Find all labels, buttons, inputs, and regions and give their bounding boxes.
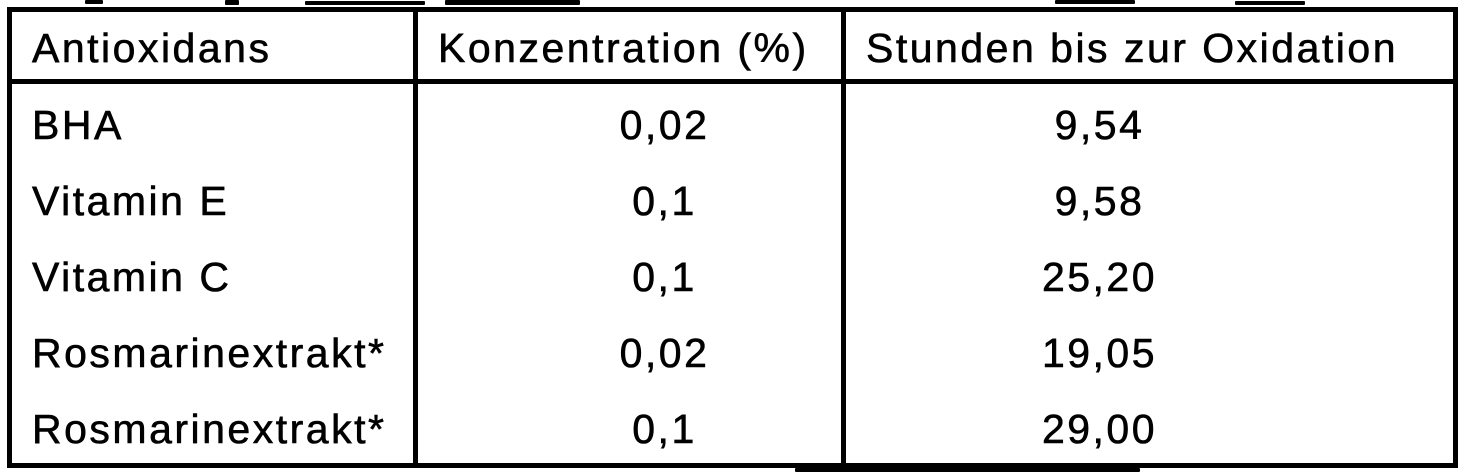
hours-value: 25,20 <box>1041 253 1158 301</box>
hours-value: 9,58 <box>1054 178 1145 225</box>
table-row-1-antioxidant: BHA <box>12 84 418 160</box>
table-row-1-concentration: 0,02 <box>418 84 846 160</box>
column-header-label: Antioxidans <box>32 25 272 72</box>
scan-artifact <box>305 1 425 5</box>
concentration-value: 0,1 <box>632 405 697 452</box>
antioxidant-name: Rosmarinextrakt* <box>32 329 387 376</box>
column-header-label: Stunden bis zur Oxidation <box>866 25 1398 72</box>
scan-artifact <box>225 0 239 5</box>
hours-value: 29,00 <box>1041 405 1158 452</box>
scan-artifact <box>1055 0 1135 4</box>
table-row-2-concentration: 0,1 <box>418 159 846 236</box>
concentration-value: 0,1 <box>632 253 697 301</box>
hours-value: 19,05 <box>1041 329 1158 376</box>
antioxidant-name: Vitamin E <box>32 178 230 225</box>
column-header-label: Konzentration (%) <box>438 25 809 72</box>
table-row-4-concentration: 0,02 <box>418 311 846 388</box>
scan-artifact <box>795 468 1140 472</box>
table-row-5-concentration: 0,1 <box>418 387 846 463</box>
header-cell-konzentration: Konzentration (%) <box>418 12 846 84</box>
table-row-4-hours: 19,05 <box>846 311 1453 387</box>
antioxidant-name: Vitamin C <box>32 253 232 301</box>
hours-value: 9,54 <box>1054 102 1145 149</box>
table-row-5-hours: 29,00 <box>846 387 1453 463</box>
table-row-3-antioxidant: Vitamin C <box>12 235 418 312</box>
scan-artifact <box>445 0 580 5</box>
header-cell-stunden: Stunden bis zur Oxidation <box>846 12 1453 84</box>
concentration-value: 0,1 <box>632 178 697 225</box>
table-row-3-hours: 25,20 <box>846 236 1453 312</box>
scan-artifact <box>1235 1 1305 5</box>
table-row-5-antioxidant: Rosmarinextrakt* <box>12 387 418 463</box>
table-row-2-antioxidant: Vitamin E <box>12 159 418 236</box>
header-cell-antioxidans: Antioxidans <box>12 12 418 84</box>
concentration-value: 0,02 <box>619 329 710 376</box>
concentration-value: 0,02 <box>619 102 710 149</box>
table-row-2-hours: 9,58 <box>846 160 1453 236</box>
table-row-4-antioxidant: Rosmarinextrakt* <box>12 311 418 388</box>
table-row-1-hours: 9,54 <box>846 84 1453 160</box>
scan-artifact <box>85 0 103 4</box>
antioxidant-name: BHA <box>32 102 124 149</box>
table-row-3-concentration: 0,1 <box>418 235 846 312</box>
antioxidant-name: Rosmarinextrakt* <box>32 405 387 452</box>
antioxidant-table: Antioxidans Konzentration (%) Stunden bi… <box>7 7 1458 468</box>
